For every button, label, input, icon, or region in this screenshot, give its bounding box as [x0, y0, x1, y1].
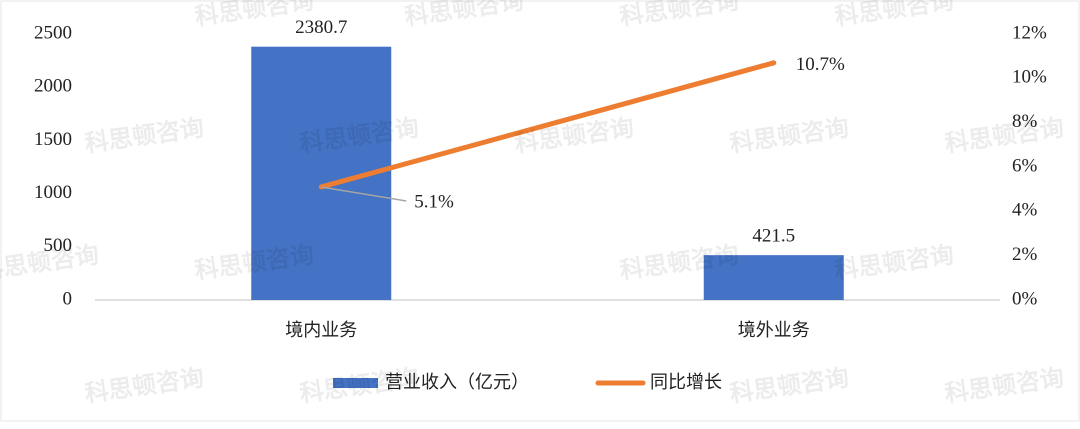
y2-tick-label: 6% — [1012, 155, 1038, 176]
y-tick-label: 1000 — [34, 182, 72, 203]
y2-tick-label: 2% — [1012, 244, 1038, 265]
legend-label: 营业收入（亿元） — [385, 372, 529, 393]
x-tick-label: 境外业务 — [738, 320, 810, 341]
y2-tick-label: 0% — [1012, 288, 1038, 309]
leader-line — [321, 186, 407, 202]
y-tick-label: 2000 — [34, 76, 72, 97]
data-label: 421.5 — [752, 226, 795, 247]
bar — [703, 255, 844, 300]
y2-tick-label: 8% — [1012, 111, 1038, 132]
y-tick-label: 2500 — [34, 22, 72, 43]
data-label: 2380.7 — [295, 17, 347, 38]
y2-tick-label: 4% — [1012, 200, 1038, 221]
legend-label: 同比增长 — [650, 372, 722, 393]
line — [318, 60, 777, 190]
y-tick-label: 500 — [44, 235, 73, 256]
y-tick-label: 1500 — [34, 129, 72, 150]
data-label: 5.1% — [414, 191, 454, 212]
y2-tick-label: 10% — [1012, 67, 1047, 88]
legend-swatch — [333, 378, 378, 388]
data-label: 10.7% — [796, 54, 845, 75]
y-tick-label: 0 — [63, 288, 73, 309]
y2-tick-label: 12% — [1012, 22, 1047, 43]
x-tick-label: 境内业务 — [285, 320, 357, 341]
